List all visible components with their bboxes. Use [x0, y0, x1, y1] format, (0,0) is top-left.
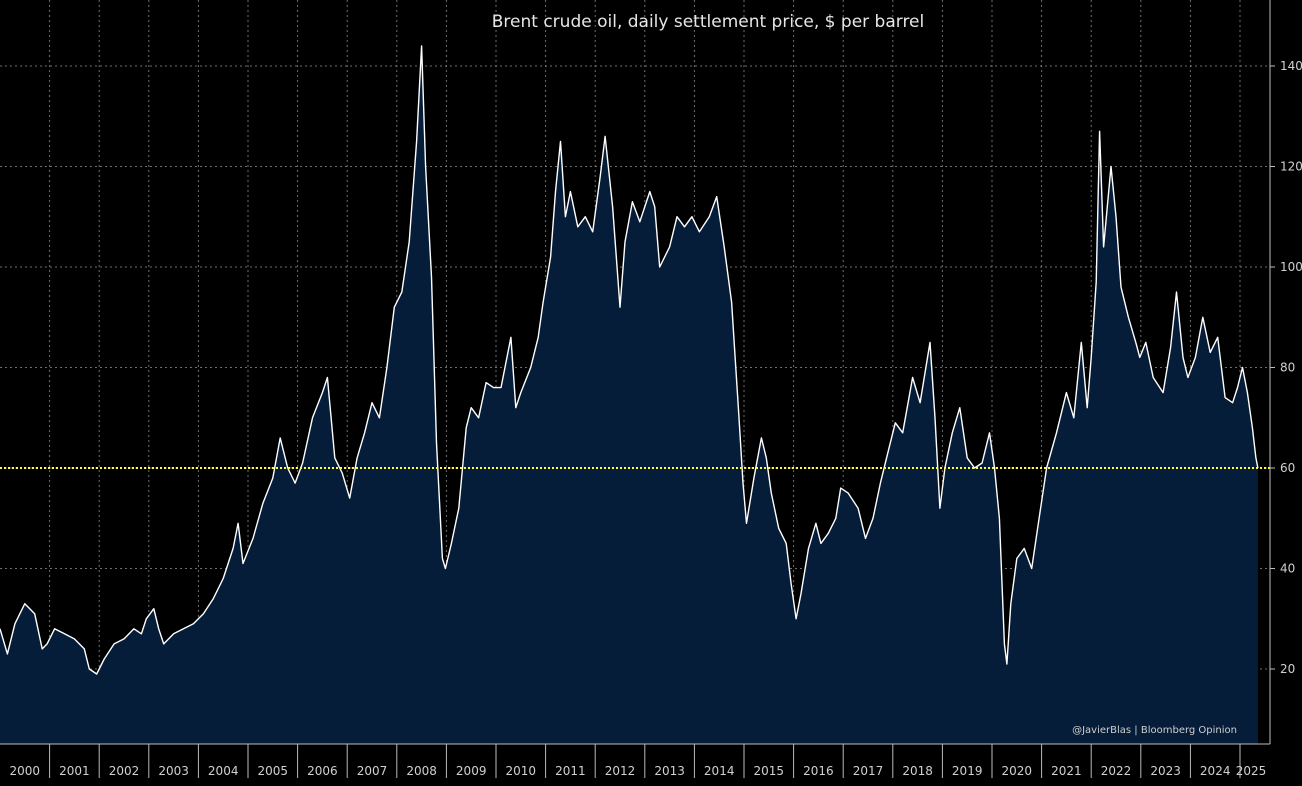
x-tick-label-2025: 2025 — [1236, 764, 1267, 778]
x-tick-label-2017: 2017 — [853, 764, 884, 778]
x-tick-label-2019: 2019 — [952, 764, 983, 778]
x-tick-label-2016: 2016 — [803, 764, 834, 778]
x-tick-label-2009: 2009 — [456, 764, 487, 778]
price-line — [0, 45, 1259, 675]
x-tick-label-2010: 2010 — [506, 764, 537, 778]
x-tick-label-2015: 2015 — [754, 764, 785, 778]
x-tick-label-2011: 2011 — [555, 764, 586, 778]
x-tick-label-2024: 2024 — [1200, 764, 1231, 778]
price-area-fill — [0, 45, 1258, 744]
x-tick-label-2004: 2004 — [208, 764, 239, 778]
x-tick-label-2000: 2000 — [10, 764, 41, 778]
x-tick-label-2005: 2005 — [258, 764, 289, 778]
x-tick-label-2012: 2012 — [605, 764, 636, 778]
x-tick-label-2006: 2006 — [307, 764, 338, 778]
y-tick-label-100: 100 — [1280, 260, 1302, 274]
y-axis-ticks: 20 40 60 80 100 120 140 — [1270, 59, 1302, 676]
x-tick-label-2003: 2003 — [158, 764, 189, 778]
y-tick-label-20: 20 — [1280, 662, 1295, 676]
x-tick-label-2002: 2002 — [109, 764, 140, 778]
y-tick-label-40: 40 — [1280, 562, 1295, 576]
x-tick-label-2021: 2021 — [1051, 764, 1082, 778]
x-tick-label-2001: 2001 — [59, 764, 90, 778]
x-tick-label-2013: 2013 — [654, 764, 685, 778]
y-tick-label-140: 140 — [1280, 59, 1302, 73]
x-tick-label-2022: 2022 — [1101, 764, 1132, 778]
x-tick-label-2023: 2023 — [1150, 764, 1181, 778]
x-axis-ticks: 2000 2001 2002 2003 2004 2005 2006 2007 2008 2009… — [10, 744, 1267, 778]
chart-credit: @JavierBlas | Bloomberg Opinion — [1072, 725, 1237, 736]
x-tick-label-2018: 2018 — [902, 764, 933, 778]
y-tick-label-80: 80 — [1280, 361, 1295, 375]
y-tick-label-120: 120 — [1280, 160, 1302, 174]
y-tick-label-60: 60 — [1280, 461, 1295, 475]
axes — [0, 0, 1271, 745]
x-tick-label-2020: 2020 — [1002, 764, 1033, 778]
chart-title: Brent crude oil, daily settlement price,… — [492, 12, 925, 32]
x-tick-label-2007: 2007 — [357, 764, 388, 778]
x-tick-label-2008: 2008 — [406, 764, 437, 778]
x-tick-label-2014: 2014 — [704, 764, 735, 778]
